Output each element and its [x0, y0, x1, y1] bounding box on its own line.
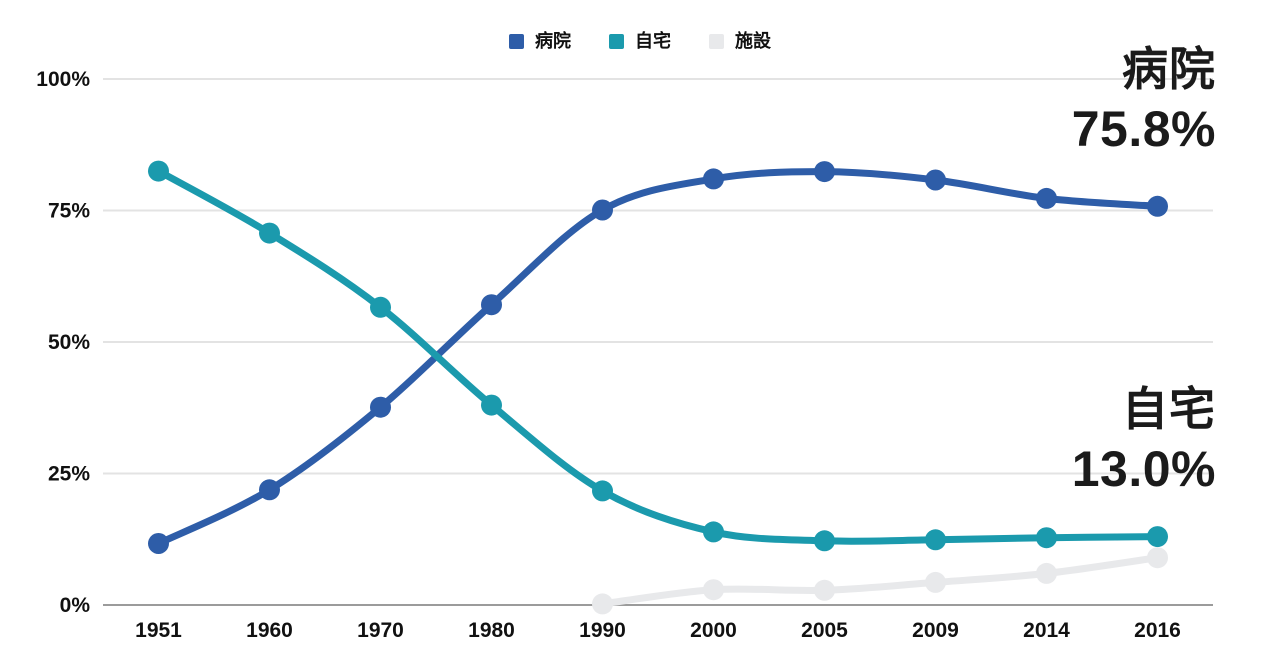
x-axis-label: 1960 [246, 619, 293, 642]
data-point-home [592, 480, 613, 502]
data-point-home [814, 530, 835, 552]
x-axis-label: 1970 [357, 619, 404, 642]
data-point-hospital [814, 161, 835, 183]
annotation-hospital-title: 病院 [1122, 43, 1216, 95]
legend-label: 施設 [735, 31, 771, 51]
series-line-facility [599, 554, 1161, 608]
y-axis-label: 0% [60, 594, 91, 617]
series-line-home [155, 167, 1161, 545]
annotation-hospital: 病院 75.8% [1072, 42, 1216, 162]
legend-swatch-home [609, 33, 624, 49]
x-axis-label: 2016 [1134, 619, 1181, 642]
data-point-hospital [703, 168, 724, 190]
x-axis-label: 2000 [690, 619, 737, 642]
annotation-home-title: 自宅 [1122, 383, 1216, 435]
legend-item-facility[interactable]: 施設 [709, 32, 771, 50]
annotation-home-value: 13.0% [1071, 441, 1216, 498]
y-axis-label: 75% [48, 200, 90, 223]
data-point-hospital [148, 533, 169, 554]
data-point-home [481, 394, 502, 416]
data-point-home [370, 296, 391, 318]
annotation-hospital-value: 75.8% [1071, 101, 1216, 158]
x-axis-label: 2009 [912, 619, 959, 642]
data-point-home [1147, 526, 1168, 548]
y-axis-label: 25% [48, 463, 90, 486]
data-point-hospital [925, 169, 946, 191]
x-axis-label: 1980 [468, 619, 515, 642]
data-point-home [259, 222, 280, 244]
annotation-home: 自宅 13.0% [1072, 382, 1216, 502]
legend-label: 病院 [535, 31, 571, 51]
legend-label: 自宅 [635, 31, 671, 51]
data-point-hospital [259, 479, 280, 501]
data-point-facility [925, 571, 946, 593]
data-point-facility [703, 579, 724, 601]
data-point-home [1036, 527, 1057, 549]
x-axis-label: 1990 [579, 619, 626, 642]
data-point-hospital [1036, 187, 1057, 209]
data-point-facility [1036, 562, 1057, 584]
x-axis-label: 2014 [1023, 619, 1070, 642]
legend-item-home[interactable]: 自宅 [609, 32, 671, 50]
data-point-hospital [1147, 195, 1168, 217]
data-point-facility [1147, 547, 1168, 569]
legend-item-hospital[interactable]: 病院 [509, 32, 571, 50]
data-point-hospital [370, 396, 391, 418]
data-point-facility [814, 579, 835, 601]
chart-legend: 病院 自宅 施設 [0, 32, 1280, 50]
data-point-home [925, 529, 946, 551]
y-axis-label: 50% [48, 331, 90, 354]
data-point-home [148, 160, 169, 182]
data-point-facility [592, 593, 613, 615]
y-axis-label: 100% [36, 68, 90, 91]
legend-swatch-facility [709, 33, 724, 49]
x-axis-label: 1951 [135, 619, 182, 642]
data-point-hospital [481, 294, 502, 316]
legend-swatch-hospital [509, 33, 524, 49]
data-point-home [703, 521, 724, 543]
x-axis-label: 2005 [801, 619, 848, 642]
series-line-hospital [155, 168, 1161, 547]
data-point-hospital [592, 199, 613, 221]
